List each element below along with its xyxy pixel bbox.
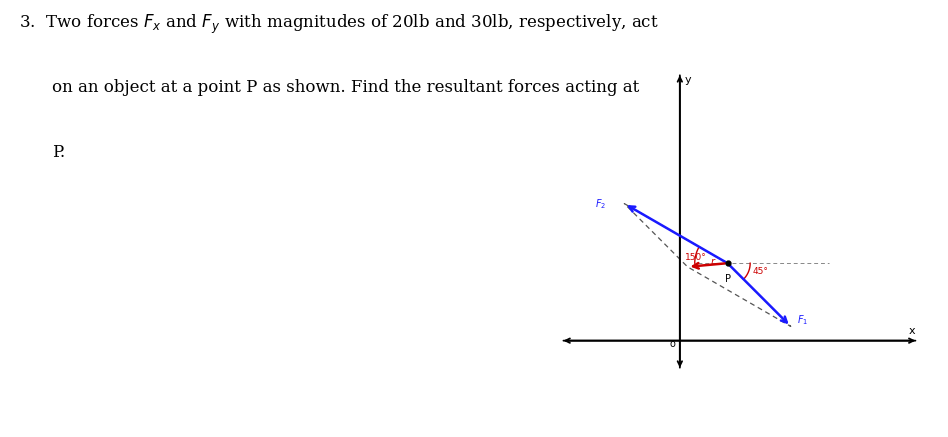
Text: $r$: $r$ [710,256,717,267]
Text: P: P [724,274,731,284]
Text: o: o [670,339,676,349]
Text: $F_1$: $F_1$ [796,313,808,327]
Text: y: y [684,76,691,86]
Text: 3.  Two forces $F_x$ and $F_y$ with magnitudes of 20lb and 30lb, respectively, a: 3. Two forces $F_x$ and $F_y$ with magni… [19,13,659,36]
Text: x: x [908,326,915,336]
Text: 45°: 45° [753,267,769,276]
Text: 150°: 150° [684,253,706,262]
Text: P.: P. [52,144,65,161]
Text: on an object at a point P as shown. Find the resultant forces acting at: on an object at a point P as shown. Find… [52,79,639,96]
Text: $F_2$: $F_2$ [595,197,607,211]
